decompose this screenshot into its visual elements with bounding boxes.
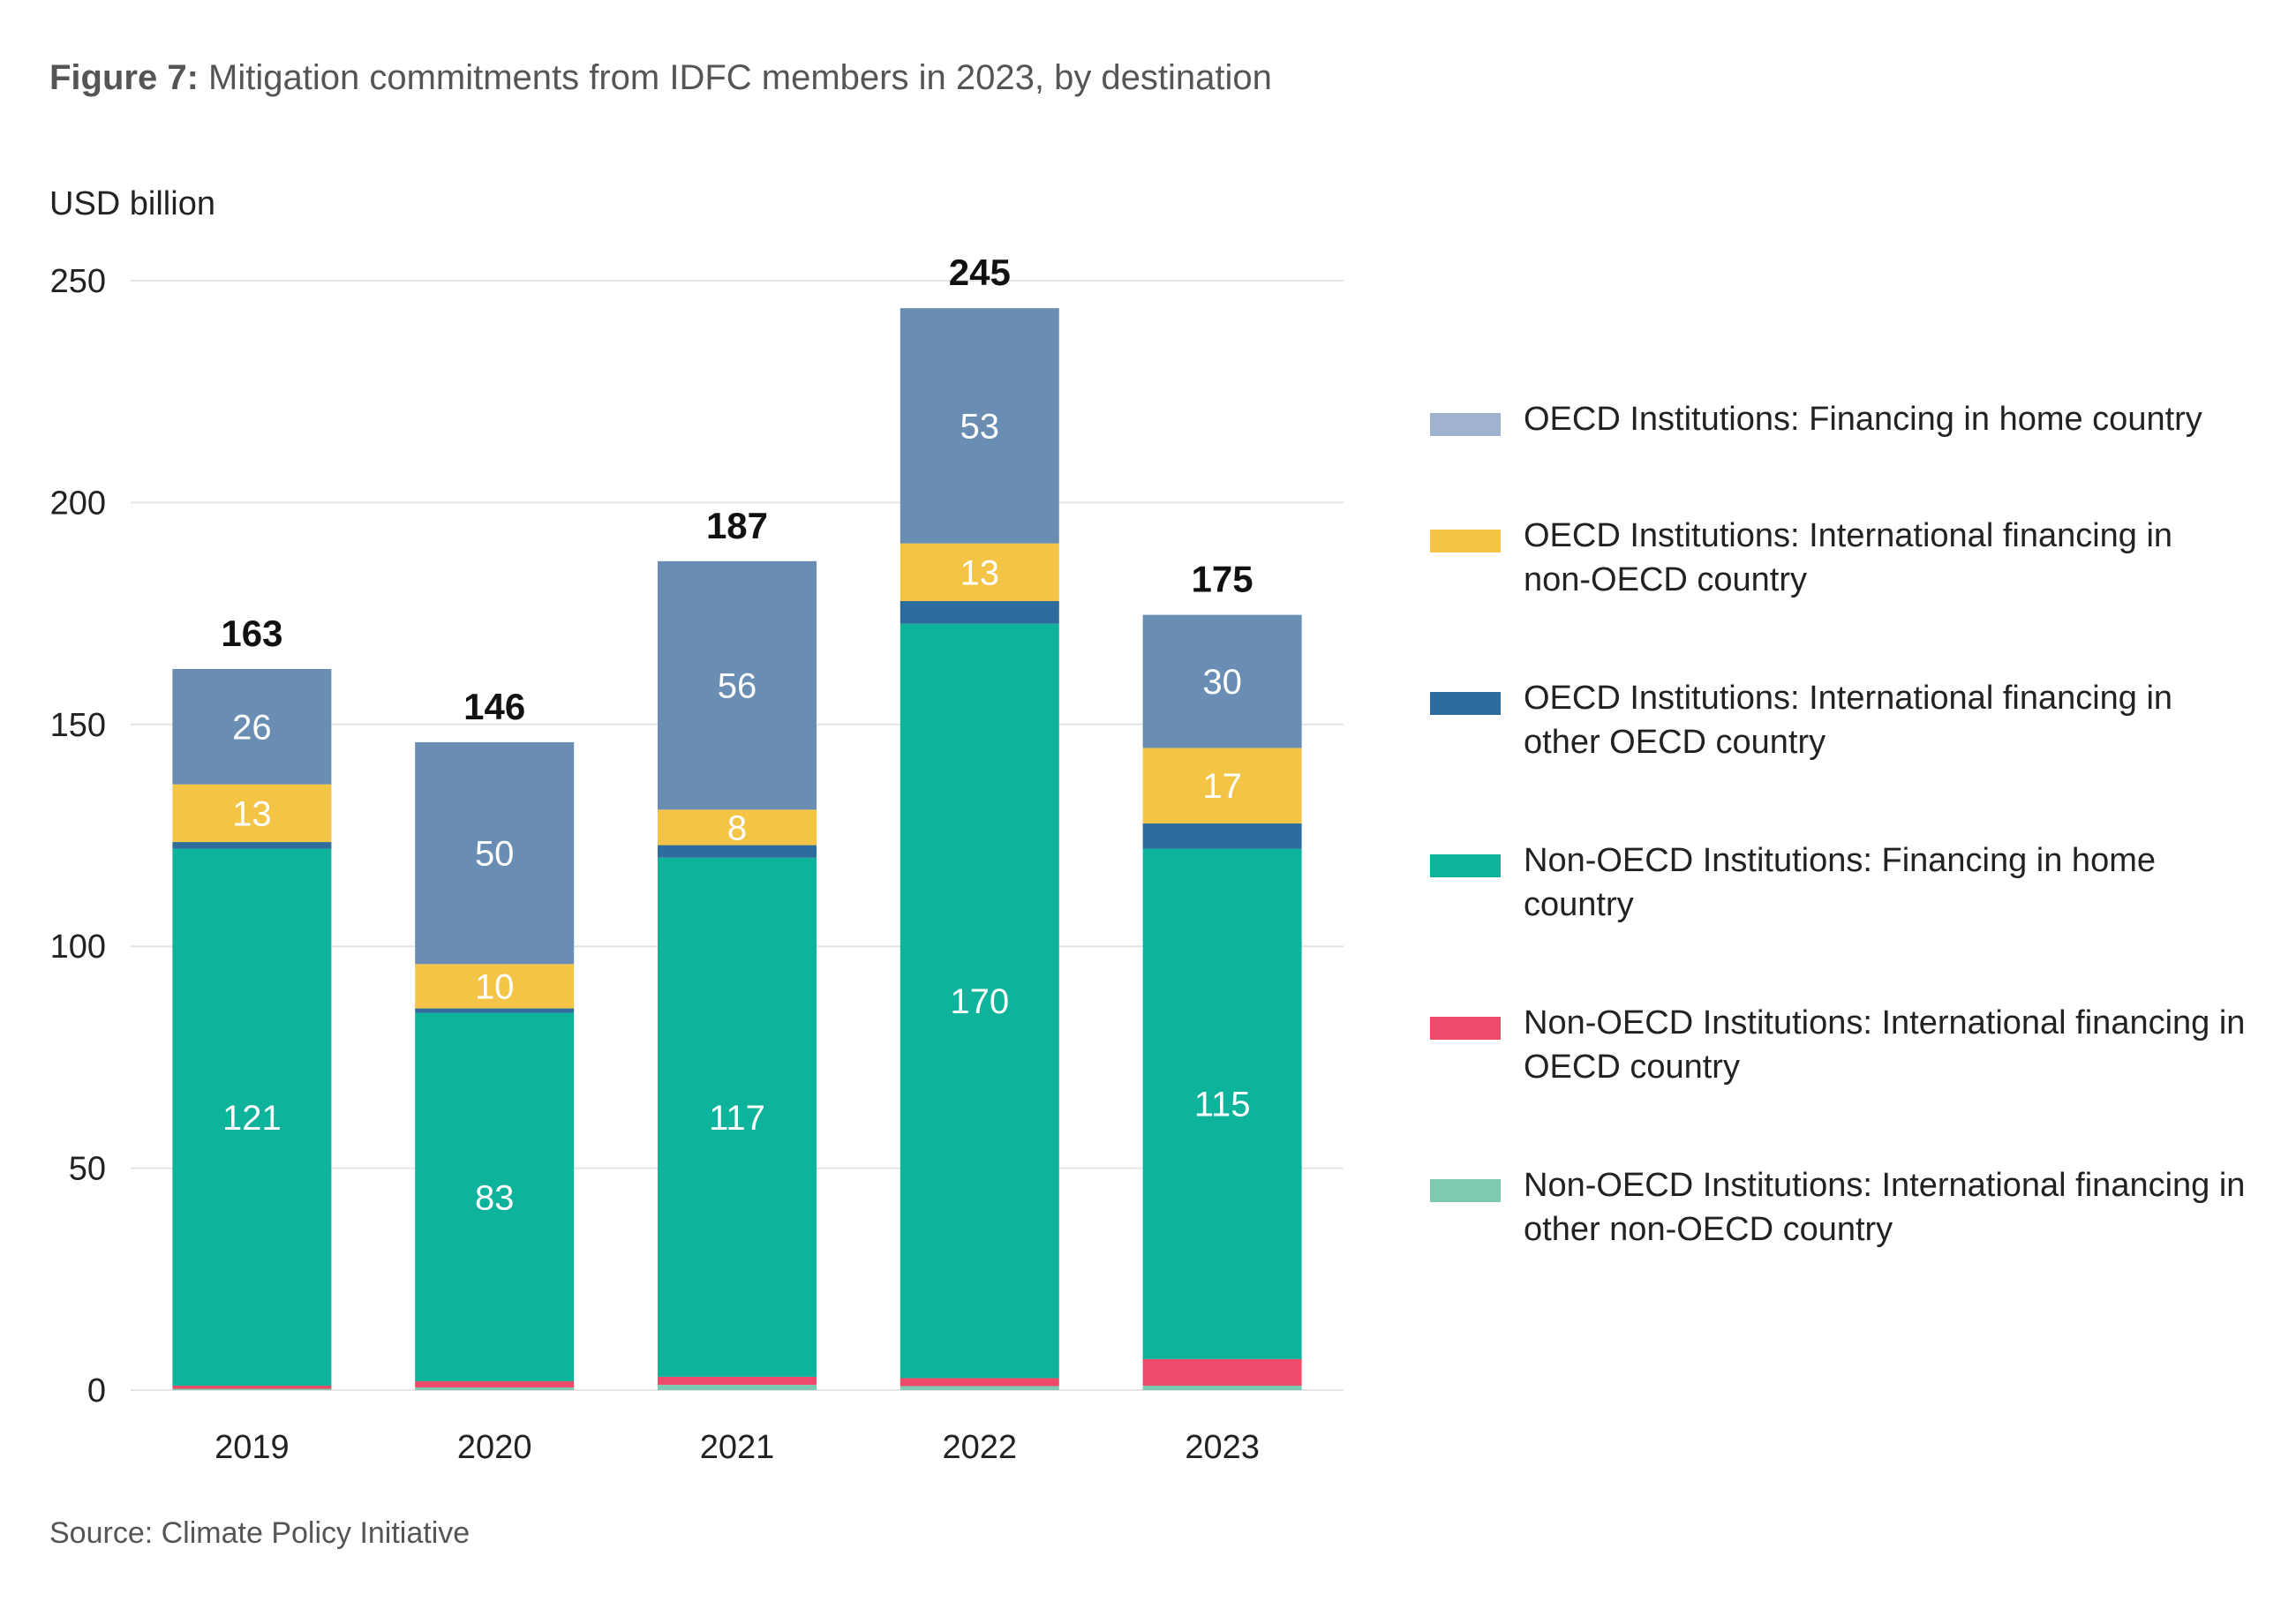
bar-segment bbox=[415, 1008, 575, 1013]
x-tick-label: 2022 bbox=[943, 1429, 1018, 1466]
bar-segment bbox=[658, 1376, 817, 1385]
segment-value-label: 115 bbox=[1194, 1086, 1251, 1124]
y-tick-label: 250 bbox=[50, 263, 106, 300]
bar-segment bbox=[415, 964, 575, 1009]
bar-segment bbox=[1142, 614, 1302, 748]
bar-segment bbox=[415, 1380, 575, 1387]
x-tick-label: 2019 bbox=[215, 1429, 290, 1466]
legend-label: OECD Institutions: Financing in home cou… bbox=[1524, 401, 2202, 438]
bar-segment bbox=[172, 1388, 332, 1390]
legend-label: Non-OECD Institutions: Financing in home… bbox=[1524, 842, 2156, 923]
segment-value-label: 50 bbox=[475, 835, 515, 874]
legend-item: Non-OECD Institutions: Financing in home… bbox=[1430, 838, 2247, 927]
bar-segment bbox=[658, 809, 817, 846]
bar-segment bbox=[415, 741, 575, 965]
bar-segment bbox=[658, 857, 817, 1377]
bar-segment bbox=[415, 1012, 575, 1381]
bar-segment bbox=[1142, 848, 1302, 1359]
legend-label: OECD Institutions: International financi… bbox=[1524, 517, 2173, 598]
segment-value-label: 56 bbox=[718, 667, 757, 706]
bar-segment bbox=[172, 668, 332, 785]
bar-total-label: 163 bbox=[221, 613, 282, 654]
segment-value-label: 13 bbox=[232, 794, 272, 833]
bar-segment bbox=[172, 1385, 332, 1389]
x-tick-label: 2023 bbox=[1185, 1429, 1260, 1466]
legend-swatch bbox=[1430, 1017, 1501, 1040]
segment-value-label: 17 bbox=[1202, 767, 1242, 806]
bar-total-label: 245 bbox=[949, 252, 1011, 293]
legend-item: Non-OECD Institutions: International fin… bbox=[1430, 1001, 2247, 1089]
segment-value-label: 117 bbox=[709, 1099, 765, 1138]
segment-value-label: 53 bbox=[960, 407, 1000, 446]
y-tick-label: 0 bbox=[87, 1372, 106, 1410]
y-axis-label: USD billion bbox=[49, 185, 215, 222]
bar-segment bbox=[172, 784, 332, 843]
y-tick-label: 100 bbox=[50, 929, 106, 966]
bar-segment bbox=[900, 543, 1059, 602]
bar-segment bbox=[900, 308, 1059, 544]
legend-swatch bbox=[1430, 413, 1501, 436]
legend-item: OECD Institutions: International financi… bbox=[1430, 676, 2247, 764]
legend-label: Non-OECD Institutions: International fin… bbox=[1524, 1004, 2246, 1086]
legend-swatch bbox=[1430, 1179, 1501, 1202]
bar-segment bbox=[1142, 748, 1302, 823]
segment-value-label: 26 bbox=[232, 708, 272, 747]
chart-title: Figure 7: Mitigation commitments from ID… bbox=[49, 58, 1272, 98]
segment-value-label: 170 bbox=[950, 982, 1009, 1021]
legend-label: Non-OECD Institutions: International fin… bbox=[1524, 1167, 2246, 1248]
bar-segment bbox=[658, 1384, 817, 1390]
bar-segment bbox=[658, 845, 817, 858]
segment-labels: 121 13 26 83 10 50 117 8 56 170 13 53 115 17 30 bbox=[222, 407, 1250, 1217]
x-tick-label: 2020 bbox=[457, 1429, 532, 1466]
segment-value-label: 13 bbox=[960, 553, 1000, 592]
source-note: Source: Climate Policy Initiative bbox=[49, 1516, 471, 1550]
legend-swatch bbox=[1430, 530, 1501, 553]
segment-value-label: 10 bbox=[475, 967, 515, 1006]
bars bbox=[172, 308, 1302, 1390]
bar-segment bbox=[172, 842, 332, 849]
bar-segment bbox=[658, 560, 817, 810]
y-tick-label: 200 bbox=[50, 485, 106, 522]
segment-value-label: 83 bbox=[475, 1178, 515, 1217]
bar-segment bbox=[900, 601, 1059, 624]
y-tick-label: 50 bbox=[69, 1151, 106, 1188]
legend-item: OECD Institutions: International financi… bbox=[1430, 514, 2247, 602]
legend-label: OECD Institutions: International financi… bbox=[1524, 680, 2173, 761]
segment-value-label: 30 bbox=[1202, 663, 1242, 702]
bar-segment bbox=[900, 1386, 1059, 1390]
y-tick-label: 150 bbox=[50, 707, 106, 744]
figure-caption: Mitigation commitments from IDFC members… bbox=[198, 58, 1272, 97]
bar-segment bbox=[900, 1378, 1059, 1387]
x-tick-label: 2021 bbox=[700, 1429, 775, 1466]
y-axis-ticks: 0 50 100 150 200 250 bbox=[50, 263, 106, 1410]
bar-total-label: 187 bbox=[706, 505, 768, 546]
bar-total-label: 146 bbox=[463, 686, 525, 727]
x-axis-ticks: 2019 2020 2021 2022 2023 bbox=[215, 1429, 1260, 1466]
bar-segment bbox=[1142, 1358, 1302, 1386]
bar-segment bbox=[900, 623, 1059, 1379]
total-labels: 163 146 187 245 175 bbox=[221, 252, 1253, 727]
legend-swatch bbox=[1430, 854, 1501, 877]
legend-item: OECD Institutions: Financing in home cou… bbox=[1430, 397, 2247, 441]
bar-segment bbox=[1142, 823, 1302, 849]
segment-value-label: 121 bbox=[222, 1099, 282, 1138]
legend-item: Non-OECD Institutions: International fin… bbox=[1430, 1163, 2247, 1252]
bar-total-label: 175 bbox=[1192, 559, 1253, 600]
segment-value-label: 8 bbox=[727, 808, 747, 847]
bar-segment bbox=[415, 1387, 575, 1390]
legend-swatch bbox=[1430, 692, 1501, 715]
bar-segment bbox=[1142, 1385, 1302, 1390]
figure-number: Figure 7: bbox=[49, 58, 199, 97]
bar-segment bbox=[172, 848, 332, 1386]
